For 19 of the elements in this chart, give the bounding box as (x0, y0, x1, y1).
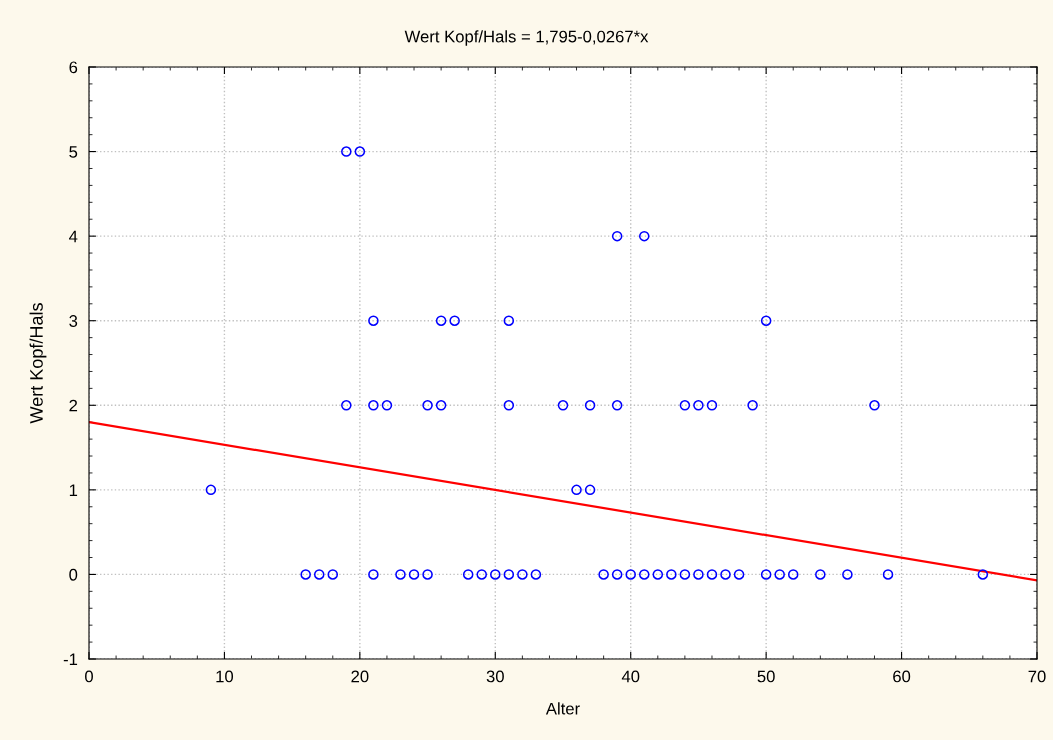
y-tick-label: 5 (69, 146, 78, 158)
x-tick-label: 20 (351, 670, 369, 683)
chart-title: Wert Kopf/Hals = 1,795-0,0267*x (404, 30, 649, 46)
x-tick-label: 70 (1028, 670, 1046, 683)
x-axis-title: Alter (545, 702, 580, 715)
y-tick-label: 2 (69, 399, 78, 412)
x-tick-label: 0 (85, 670, 93, 683)
x-tick-label: 30 (486, 670, 504, 683)
y-tick-label: -1 (63, 653, 78, 666)
y-tick-label: 6 (69, 61, 78, 74)
x-tick-label: 60 (893, 670, 911, 683)
x-tick-label: 50 (757, 670, 775, 683)
y-tick-label: 0 (69, 568, 78, 581)
x-tick-label: 10 (216, 670, 234, 683)
y-tick-label: 1 (69, 484, 78, 496)
y-tick-label: 3 (69, 315, 78, 327)
x-tick-label: 40 (621, 670, 640, 683)
y-axis-title: Wert Kopf/Hals (29, 303, 47, 424)
y-tick-label: 4 (69, 230, 78, 243)
